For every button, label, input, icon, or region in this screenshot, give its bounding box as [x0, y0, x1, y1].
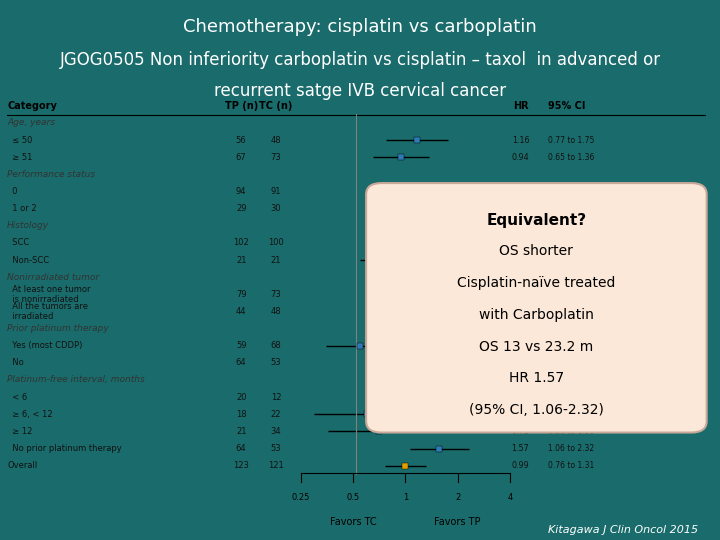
Text: Platinum-free interval, months: Platinum-free interval, months	[7, 375, 145, 384]
Text: 56: 56	[236, 136, 246, 145]
Text: Overall: Overall	[7, 461, 37, 470]
Text: 100: 100	[269, 238, 284, 247]
Text: 21: 21	[236, 255, 246, 265]
Text: 0.25: 0.25	[292, 494, 310, 502]
Text: 73: 73	[271, 290, 282, 299]
Text: < 6: < 6	[7, 393, 27, 402]
Text: 48: 48	[271, 136, 282, 145]
Text: 67: 67	[235, 153, 246, 161]
Text: 53: 53	[271, 359, 282, 367]
Text: 123: 123	[233, 461, 249, 470]
Text: OS shorter: OS shorter	[500, 244, 573, 258]
Text: No prior platinum therapy: No prior platinum therapy	[7, 444, 122, 453]
Text: 121: 121	[269, 461, 284, 470]
Text: 20: 20	[236, 393, 246, 402]
Text: 94: 94	[236, 187, 246, 196]
Text: 0.77 to 1.75: 0.77 to 1.75	[549, 136, 595, 145]
Text: 0.65 to 1.36: 0.65 to 1.36	[549, 153, 595, 161]
Text: ≥ 51: ≥ 51	[7, 153, 32, 161]
Text: Category: Category	[7, 101, 57, 111]
Text: Histology: Histology	[7, 221, 50, 230]
Text: 68: 68	[271, 341, 282, 350]
Text: ≥ 12: ≥ 12	[7, 427, 32, 436]
Text: 21: 21	[236, 427, 246, 436]
Text: 79: 79	[236, 290, 246, 299]
Text: 0.76 to 1.31: 0.76 to 1.31	[549, 461, 595, 470]
Text: 0: 0	[7, 187, 18, 196]
Text: 0.99: 0.99	[512, 461, 529, 470]
Text: with Carboplatin: with Carboplatin	[479, 308, 594, 322]
Text: (95% CI, 1.06-2.32): (95% CI, 1.06-2.32)	[469, 403, 604, 417]
Text: OS 13 vs 23.2 m: OS 13 vs 23.2 m	[480, 340, 593, 354]
Text: 29: 29	[236, 204, 246, 213]
Text: Nonirradiated tumor: Nonirradiated tumor	[7, 273, 99, 282]
Text: 30: 30	[271, 204, 282, 213]
Text: 59: 59	[236, 341, 246, 350]
Text: 95% CI: 95% CI	[549, 101, 586, 111]
Text: Non-SCC: Non-SCC	[7, 255, 50, 265]
Text: 91: 91	[271, 187, 282, 196]
Text: 0.75 to 3.00: 0.75 to 3.00	[549, 393, 595, 402]
Text: 18: 18	[236, 410, 246, 419]
Text: 21: 21	[271, 255, 282, 265]
Text: 44: 44	[236, 307, 246, 316]
Text: 73: 73	[271, 153, 282, 161]
Text: Favors TC: Favors TC	[330, 517, 377, 527]
Text: 1.50: 1.50	[512, 393, 529, 402]
Text: 0.94: 0.94	[512, 153, 529, 161]
Text: 34: 34	[271, 427, 282, 436]
Text: Kitagawa J Clin Oncol 2015: Kitagawa J Clin Oncol 2015	[548, 524, 698, 535]
Text: JGOG0505 Non inferiority carboplatin vs cisplatin – taxol  in advanced or: JGOG0505 Non inferiority carboplatin vs …	[60, 51, 660, 69]
Text: 48: 48	[271, 307, 282, 316]
Text: All the tumors are
  irradiated: All the tumors are irradiated	[7, 302, 89, 321]
Text: 1.57: 1.57	[512, 359, 529, 367]
Text: 64: 64	[236, 359, 246, 367]
Text: 12: 12	[271, 393, 282, 402]
Text: 0.5: 0.5	[346, 494, 359, 502]
Text: 1.06 to 2.32: 1.06 to 2.32	[549, 359, 595, 367]
Text: ≤ 50: ≤ 50	[7, 136, 32, 145]
FancyBboxPatch shape	[366, 183, 706, 433]
Text: 4: 4	[508, 494, 513, 502]
Text: Age, years: Age, years	[7, 118, 55, 127]
Text: No: No	[7, 359, 24, 367]
Text: At least one tumor
  is nonirradiated: At least one tumor is nonirradiated	[7, 285, 91, 304]
Text: 1.16: 1.16	[512, 136, 529, 145]
Text: 22: 22	[271, 410, 282, 419]
Text: 1.06 to 2.32: 1.06 to 2.32	[549, 444, 595, 453]
Text: Cisplatin-naïve treated: Cisplatin-naïve treated	[457, 276, 616, 290]
Text: Yes (most CDDP): Yes (most CDDP)	[7, 341, 83, 350]
Text: Equivalent?: Equivalent?	[486, 213, 587, 227]
Text: 53: 53	[271, 444, 282, 453]
Text: SCC: SCC	[7, 238, 30, 247]
Text: HR: HR	[513, 101, 528, 111]
Text: TC (n): TC (n)	[259, 101, 293, 111]
Text: recurrent satge IVB cervical cancer: recurrent satge IVB cervical cancer	[214, 83, 506, 100]
Text: ≥ 6, < 12: ≥ 6, < 12	[7, 410, 53, 419]
Text: Chemotherapy: cisplatin vs carboplatin: Chemotherapy: cisplatin vs carboplatin	[183, 18, 537, 36]
Text: 1 or 2: 1 or 2	[7, 204, 37, 213]
Text: 1.57: 1.57	[512, 444, 529, 453]
Text: 2: 2	[455, 494, 460, 502]
Text: Favors TP: Favors TP	[434, 517, 481, 527]
Text: 0.71: 0.71	[512, 427, 529, 436]
Text: 102: 102	[233, 238, 249, 247]
Text: 0.60: 0.60	[512, 410, 529, 419]
Text: HR 1.57: HR 1.57	[509, 372, 564, 386]
Text: 0.30 to 1.20: 0.30 to 1.20	[549, 410, 595, 419]
Text: 0.36 to 1.38: 0.36 to 1.38	[549, 427, 595, 436]
Text: TP (n): TP (n)	[225, 101, 258, 111]
Text: 1: 1	[402, 494, 408, 502]
Text: Performance status: Performance status	[7, 170, 95, 179]
Text: Prior platinum therapy: Prior platinum therapy	[7, 324, 109, 333]
Text: 64: 64	[236, 444, 246, 453]
